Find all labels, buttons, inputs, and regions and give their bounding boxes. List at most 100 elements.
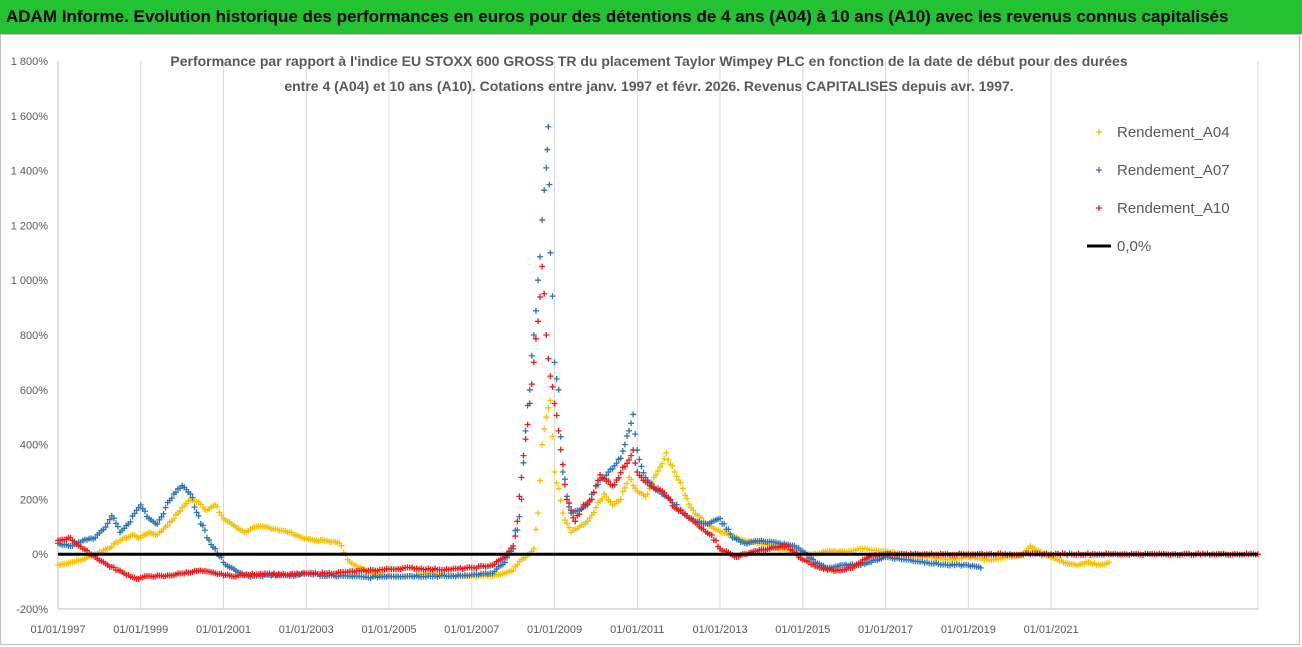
data-point (535, 277, 541, 284)
data-point (599, 495, 606, 502)
data-point (555, 386, 562, 393)
data-point (673, 473, 680, 480)
data-point (561, 481, 568, 488)
data-point (541, 290, 548, 297)
data-point (510, 567, 517, 574)
data-point (216, 509, 223, 516)
x-tick-label: 01/01/2021 (1024, 624, 1079, 636)
data-point (532, 307, 539, 314)
data-point (530, 545, 537, 552)
data-point (524, 421, 531, 428)
data-point (514, 561, 521, 568)
data-point (553, 375, 560, 382)
data-point (661, 455, 668, 462)
data-point (572, 518, 579, 525)
data-point (566, 524, 573, 531)
data-point (551, 400, 558, 407)
data-point (561, 476, 568, 483)
y-tick-label: 400% (20, 440, 48, 452)
data-point (563, 520, 570, 527)
data-point (634, 469, 641, 475)
data-point (628, 420, 635, 427)
data-point (541, 426, 548, 433)
data-point (677, 479, 684, 486)
data-point (568, 507, 575, 514)
data-point (588, 496, 595, 503)
x-tick-label: 01/01/1997 (30, 624, 85, 636)
data-point (137, 501, 144, 508)
data-point (977, 564, 984, 571)
data-point (592, 482, 599, 489)
data-point (92, 534, 99, 541)
data-point (526, 386, 533, 393)
data-point (545, 355, 552, 362)
data-point (636, 456, 643, 463)
data-point (338, 542, 345, 549)
legend-label: 0,0% (1117, 238, 1151, 255)
data-point (628, 452, 635, 459)
data-point (212, 545, 219, 552)
chart-title-line1: Performance par rapport à l'indice EU ST… (170, 53, 1127, 69)
data-point (644, 490, 651, 497)
data-point (617, 455, 624, 462)
data-point (557, 497, 564, 504)
data-point (605, 478, 612, 485)
legend-label: Rendement_A04 (1117, 124, 1230, 141)
data-point (187, 490, 194, 497)
data-point (615, 474, 622, 481)
x-tick-label: 01/01/2003 (279, 624, 334, 636)
y-tick-label: 1 400% (11, 166, 49, 178)
data-point (154, 521, 161, 528)
data-point (623, 460, 630, 467)
data-point (603, 493, 610, 500)
data-point (553, 412, 560, 419)
data-point (539, 216, 546, 223)
data-point (619, 448, 626, 455)
data-point (543, 332, 550, 338)
data-point (528, 352, 535, 359)
data-point (626, 456, 633, 463)
data-point (543, 414, 550, 421)
y-tick-label: 200% (20, 494, 48, 506)
data-point (516, 513, 523, 520)
data-point (628, 476, 635, 483)
x-tick-label: 01/01/2017 (858, 624, 913, 636)
data-point (195, 512, 202, 519)
data-point (559, 461, 566, 468)
chart-title-line2: entre 4 (A04) et 10 ans (A10). Cotations… (284, 78, 1013, 94)
data-point (549, 383, 556, 390)
data-point (549, 433, 556, 440)
data-point (626, 427, 633, 434)
data-point (530, 332, 537, 338)
data-point (601, 490, 608, 497)
data-point (535, 318, 541, 325)
legend: Rendement_A04 Rendement_A07 Rendement_A10 0… (1087, 124, 1230, 255)
data-point (551, 469, 558, 475)
data-point (690, 507, 697, 514)
data-point (141, 508, 148, 515)
data-point (603, 472, 610, 479)
data-point (541, 187, 548, 194)
data-point (578, 506, 585, 513)
data-point (514, 527, 521, 534)
legend-marker (1096, 167, 1102, 173)
y-tick-label: 1 200% (11, 220, 49, 232)
y-tick-label: 1 800% (11, 56, 49, 68)
data-point (667, 497, 674, 504)
data-point (547, 397, 554, 404)
data-point (679, 485, 686, 492)
data-point (537, 253, 544, 260)
data-point (652, 471, 659, 478)
data-point (532, 335, 539, 342)
data-point (559, 510, 566, 517)
data-point (663, 449, 670, 456)
data-point (632, 431, 639, 438)
data-point (721, 520, 728, 527)
data-point (214, 503, 221, 510)
data-point (530, 359, 537, 366)
data-point (189, 494, 196, 501)
y-tick-label: 0% (32, 549, 48, 561)
data-point (623, 432, 630, 439)
data-point (104, 520, 111, 527)
data-point (83, 547, 90, 554)
